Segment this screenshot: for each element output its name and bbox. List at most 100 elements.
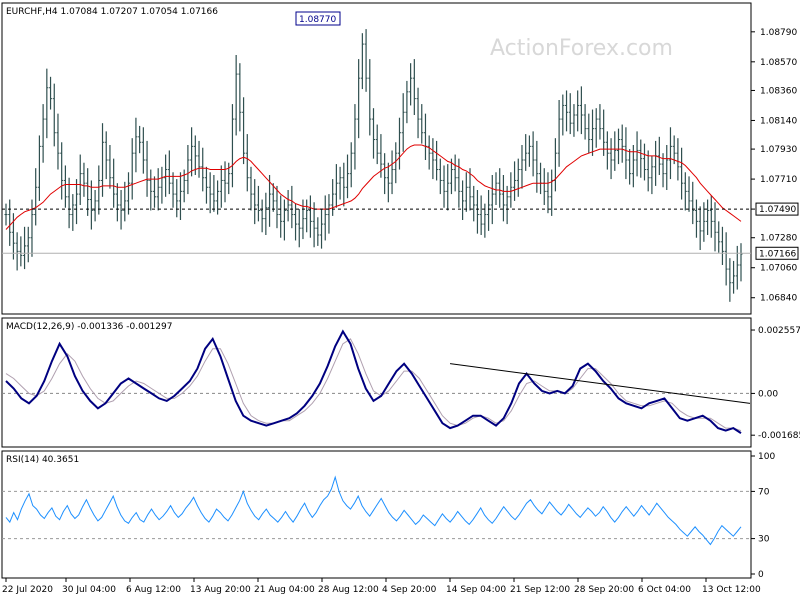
price-bar <box>89 180 93 230</box>
price-bar <box>245 134 249 192</box>
rsi-tick-label: 100 <box>758 452 775 462</box>
price-bar <box>680 147 684 200</box>
price-bar <box>256 185 260 222</box>
price-bar <box>78 154 82 205</box>
price-bar <box>342 162 346 207</box>
level-line-axis-label: 1.07490 <box>755 202 799 216</box>
time-tick-label: 6 Oct 04:00 <box>638 585 691 595</box>
time-tick-label: 22 Jul 2020 <box>2 585 53 595</box>
price-bar <box>23 226 27 270</box>
macd-panel: MACD(12,26,9) -0.001336 -0.001297 0.0025… <box>1 317 800 448</box>
rsi-panel-frame <box>1 450 752 579</box>
price-bar <box>82 162 86 197</box>
price-bar <box>67 177 71 229</box>
price-bar <box>141 127 145 174</box>
price-bar <box>353 104 357 170</box>
price-bar <box>346 154 350 199</box>
price-bar <box>479 195 483 235</box>
time-tick-label: 21 Aug 04:00 <box>254 585 315 595</box>
price-bar <box>702 202 706 242</box>
price-bar <box>386 162 390 203</box>
price-bar <box>446 164 450 211</box>
high-label: 1.08770 <box>299 15 336 25</box>
price-bar <box>672 135 676 165</box>
price-bar <box>357 59 361 139</box>
price-bar <box>97 165 101 215</box>
price-bar <box>130 138 134 200</box>
price-bar <box>230 104 234 188</box>
price-bar <box>134 117 138 173</box>
price-bar <box>375 124 379 165</box>
price-bar <box>583 104 587 140</box>
price-bar <box>605 131 609 170</box>
price-bar <box>52 83 56 147</box>
price-bar <box>223 161 227 203</box>
price-bar <box>164 154 168 197</box>
price-bar <box>531 131 535 177</box>
price-bar <box>494 172 498 205</box>
price-axis: 1.08790 1.08570 1.08360 1.08140 1.07930 1.077… <box>751 28 799 304</box>
price-bar <box>587 113 591 154</box>
svg-text:1.07166: 1.07166 <box>759 249 796 259</box>
price-tick-label: 1.08140 <box>760 116 797 126</box>
price-bar <box>264 192 268 235</box>
price-bar <box>234 55 238 136</box>
price-bar <box>405 80 409 124</box>
price-bar <box>123 181 127 222</box>
price-bar <box>305 199 309 233</box>
price-bar <box>524 134 528 171</box>
price-bar <box>487 190 491 231</box>
time-tick-label: 28 Sep 20:00 <box>574 585 634 595</box>
macd-signal-line <box>5 338 742 432</box>
price-bar <box>108 145 112 189</box>
price-bar <box>290 185 294 229</box>
macd-title: MACD(12,26,9) -0.001336 -0.001297 <box>6 322 172 332</box>
rsi-panel: RSI(14) 40.3651 100 70 30 0 <box>1 450 775 580</box>
price-tick-label: 1.08360 <box>760 86 797 96</box>
macd-panel-frame <box>1 317 752 448</box>
price-bar <box>665 145 669 190</box>
price-bar <box>628 149 632 185</box>
price-bar <box>561 94 565 136</box>
price-tick-label: 1.07060 <box>760 264 797 274</box>
rsi-tick-label: 30 <box>758 535 770 545</box>
price-bar <box>646 150 650 192</box>
price-bar <box>327 194 331 234</box>
price-bar <box>461 180 465 220</box>
price-bar <box>687 176 691 212</box>
price-bar <box>338 166 342 200</box>
price-bar <box>568 93 572 135</box>
price-bar <box>624 127 628 180</box>
price-bar <box>713 202 717 252</box>
price-bar <box>657 136 661 175</box>
price-bar <box>427 135 431 170</box>
price-panel: ActionForex.com EURCHF,H4 1.07084 1.0720… <box>1 2 799 315</box>
price-bar <box>127 172 130 215</box>
price-bar <box>275 185 279 229</box>
price-bar <box>37 135 41 201</box>
time-tick-label: 6 Aug 12:00 <box>126 585 181 595</box>
price-bar <box>4 203 8 226</box>
price-bar <box>572 104 576 137</box>
price-bar <box>331 179 335 216</box>
price-bar <box>431 138 435 180</box>
price-bar <box>286 190 290 222</box>
price-bar <box>579 86 583 135</box>
price-bar <box>56 113 60 170</box>
price-bar <box>720 226 724 265</box>
price-bar <box>576 90 580 132</box>
rsi-axis: 100 70 30 0 <box>751 452 775 580</box>
time-tick-label: 13 Aug 20:00 <box>190 585 251 595</box>
price-bar <box>149 169 153 211</box>
price-bar <box>513 161 517 201</box>
price-bar <box>706 199 710 235</box>
price-bar <box>438 158 442 195</box>
macd-trendline <box>449 363 751 404</box>
price-bar <box>41 104 45 163</box>
current-price-axis-label: 1.07166 <box>755 246 799 260</box>
watermark: ActionForex.com <box>490 36 673 61</box>
price-bar <box>175 179 179 218</box>
price-bar <box>591 109 595 156</box>
price-bar <box>475 190 479 234</box>
